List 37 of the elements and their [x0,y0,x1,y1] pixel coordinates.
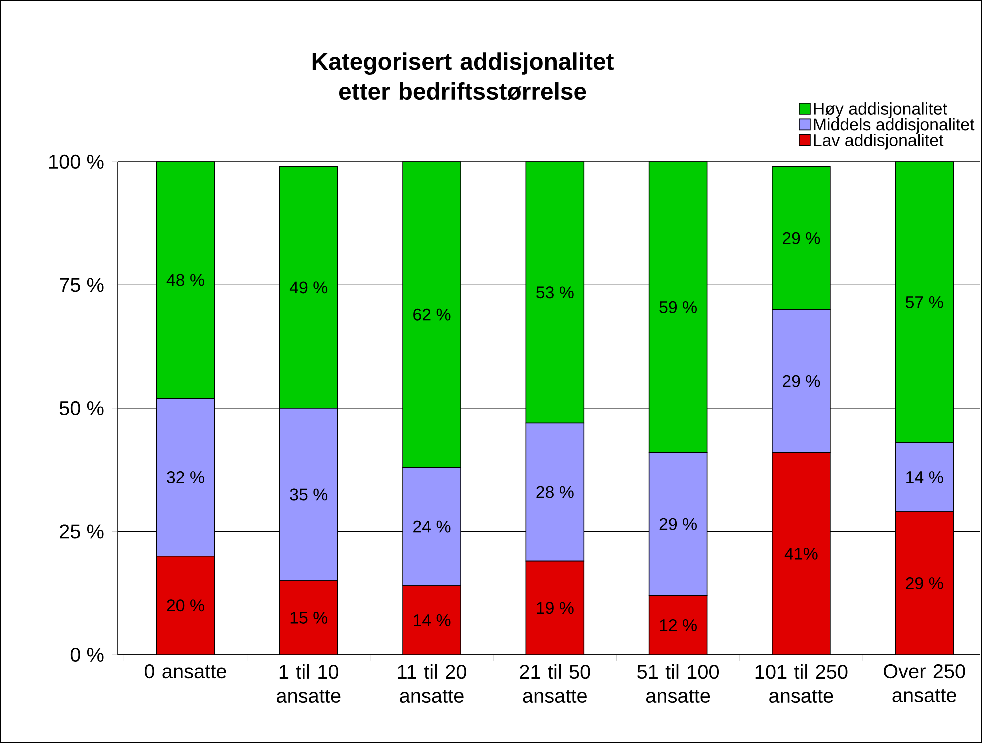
data-label: 35 % [290,488,328,501]
data-label: 41% [784,548,818,560]
data-label: 15 % [290,612,328,624]
data-label: 14 % [414,614,451,626]
data-label: 57 % [906,296,944,308]
y-tick-label: 75 % [60,278,104,292]
x-tick-label: 21 til 50 ansatte [520,664,590,704]
data-label: 62 % [414,308,451,321]
y-tick-label: 100 % [50,154,104,170]
data-label: 20 % [167,600,204,612]
data-label: 32 % [167,472,204,484]
data-label: 29 % [660,518,697,530]
x-tick-label: 51 til 100 ansatte [638,664,720,704]
legend-label: Middels addisjonalitet [814,118,975,134]
data-label: 24 % [414,520,451,533]
legend-label: Lav addisjonalitet [814,134,944,150]
data-label: 49 % [290,282,328,294]
x-tick-label: 0 ansatte [144,664,226,679]
y-tick-label: 25 % [60,524,104,539]
data-label: 48 % [166,274,204,286]
data-label: 29 % [783,375,820,388]
x-tick-label: 101 til 250 ansatte [756,664,848,704]
chart-title: Kategorisert addisjonalitet etter bedriftsstørrelse [312,52,614,100]
data-label: 53 % [536,286,574,299]
y-tick-label: 0 % [70,648,104,662]
legend-label: Høy addisjonalitet [814,102,948,118]
data-label: 29 % [906,578,944,590]
x-tick-label: Over 250 ansatte [884,664,966,703]
data-label: 29 % [783,232,820,244]
y-tick-label: 50 % [60,401,104,416]
data-label: 14 % [906,472,944,484]
x-tick-label: 1 til 10 ansatte [277,664,341,704]
data-label: 19 % [537,602,574,614]
data-label: 59 % [660,301,697,314]
data-label: 28 % [536,486,574,498]
data-label: 12 % [660,619,697,632]
x-tick-label: 11 til 20 ansatte [398,664,466,704]
